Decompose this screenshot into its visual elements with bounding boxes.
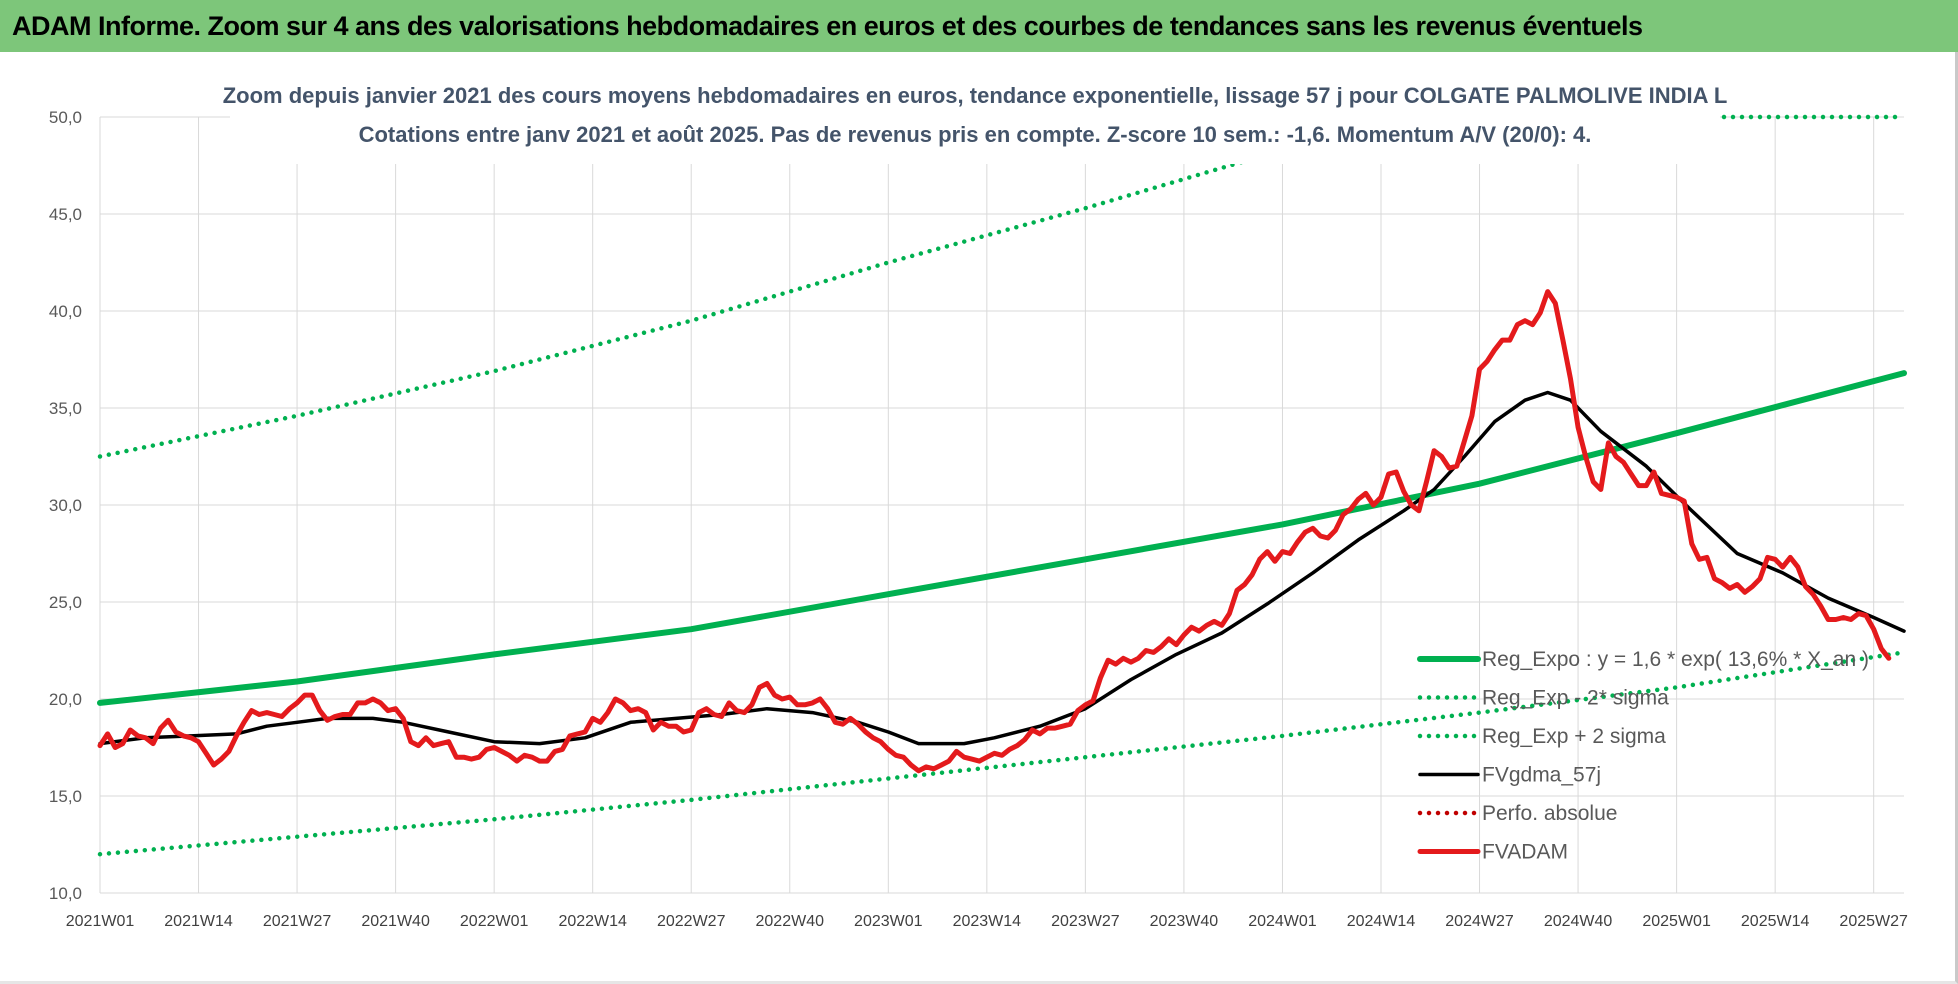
x-tick-label: 2021W14 (164, 913, 233, 930)
y-tick-label: 10,0 (49, 884, 82, 903)
x-tick-label: 2023W14 (953, 913, 1022, 930)
banner: ADAM Informe. Zoom sur 4 ans des valoris… (0, 0, 1958, 52)
subtitle-background (230, 72, 1720, 164)
chart: 10,0 15,0 20,0 25,0 30,0 35,0 40,0 45,0 50,0 202… (49, 72, 1908, 930)
x-tick-label: 2023W40 (1150, 913, 1219, 930)
legend-label: Reg_Expo : y = 1,6 * exp( 13,6% * X_an ) (1482, 648, 1869, 671)
x-axis-ticks: 2021W01 2021W14 2021W27 2021W40 2022W01 2022W… (66, 913, 1908, 930)
x-tick-label: 2025W01 (1642, 913, 1711, 930)
chart-frame: 10,0 15,0 20,0 25,0 30,0 35,0 40,0 45,0 50,0 202… (0, 52, 1958, 984)
series-5-line (97, 289, 1892, 774)
x-tick-label: 2022W01 (460, 913, 529, 930)
x-tick-label: 2025W14 (1741, 913, 1810, 930)
x-tick-label: 2022W14 (558, 913, 627, 930)
chart-title-line1: Zoom depuis janvier 2021 des cours moyen… (223, 83, 1728, 108)
x-tick-label: 2023W01 (854, 913, 923, 930)
series-0-line (97, 370, 1907, 706)
x-tick-label: 2022W27 (657, 913, 726, 930)
x-tick-label: 2021W01 (66, 913, 135, 930)
y-tick-label: 35,0 (49, 399, 82, 418)
x-tick-label: 2024W27 (1445, 913, 1514, 930)
legend-label: Reg_Exp - 2* sigma (1482, 687, 1669, 710)
legend-label: Perfo. absolue (1482, 802, 1617, 825)
x-tick-label: 2021W27 (263, 913, 332, 930)
x-tick-label: 2025W27 (1839, 913, 1908, 930)
x-tick-label: 2024W01 (1248, 913, 1317, 930)
series-1-line (97, 650, 1907, 857)
grid (99, 116, 1904, 894)
y-tick-label: 30,0 (49, 496, 82, 515)
chart-title-line2: Cotations entre janv 2021 et août 2025. … (359, 122, 1592, 147)
x-tick-label: 2024W40 (1544, 913, 1613, 930)
y-tick-label: 40,0 (49, 302, 82, 321)
y-axis-ticks: 10,0 15,0 20,0 25,0 30,0 35,0 40,0 45,0 50,0 (49, 108, 82, 903)
x-tick-label: 2022W40 (756, 913, 825, 930)
y-tick-label: 25,0 (49, 593, 82, 612)
series-3-line (98, 390, 1906, 746)
banner-title: ADAM Informe. Zoom sur 4 ans des valoris… (12, 10, 1643, 41)
y-tick-label: 20,0 (49, 690, 82, 709)
legend-label: Reg_Exp + 2 sigma (1482, 725, 1666, 748)
y-tick-label: 45,0 (49, 205, 82, 224)
series-2-line (97, 114, 1399, 459)
legend: Reg_Expo : y = 1,6 * exp( 13,6% * X_an )… (1417, 648, 1869, 864)
y-tick-label: 50,0 (49, 108, 82, 127)
x-tick-label: 2024W14 (1347, 913, 1416, 930)
legend-label: FVgdma_57j (1482, 764, 1601, 787)
legend-label: FVADAM (1482, 841, 1568, 864)
x-tick-label: 2021W40 (361, 913, 430, 930)
x-tick-label: 2023W27 (1051, 913, 1120, 930)
y-tick-label: 15,0 (49, 787, 82, 806)
